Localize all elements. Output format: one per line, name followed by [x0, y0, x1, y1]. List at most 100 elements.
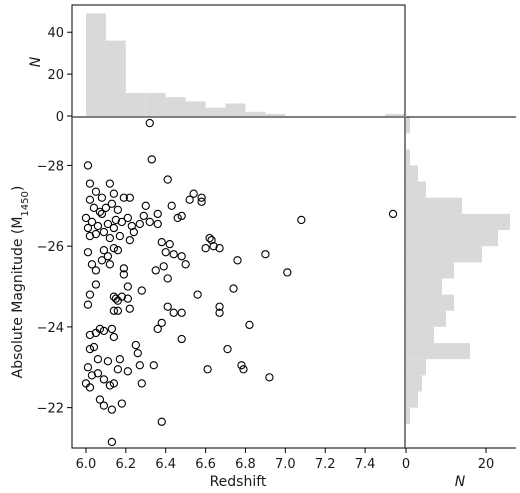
data-point	[169, 308, 178, 317]
data-point	[133, 348, 142, 358]
data-point	[117, 399, 127, 408]
right-histogram-bar	[406, 117, 410, 134]
data-point	[109, 306, 119, 315]
data-point	[283, 268, 292, 277]
right-histogram-bar	[406, 343, 470, 360]
data-point	[153, 324, 162, 334]
x-tick-label: 7.0	[275, 457, 296, 472]
data-point	[85, 344, 95, 354]
data-point	[129, 227, 138, 237]
data-point	[388, 209, 398, 219]
top-histogram-bar	[245, 111, 266, 116]
data-point	[161, 248, 170, 257]
data-point	[83, 161, 93, 170]
right-histogram-bar	[406, 375, 422, 392]
data-point	[215, 308, 224, 317]
data-point	[109, 223, 119, 233]
data-point	[215, 244, 224, 253]
data-point	[193, 290, 202, 299]
data-point	[207, 235, 216, 245]
data-point	[89, 203, 99, 212]
right-histogram-bar	[406, 246, 482, 263]
data-point	[85, 231, 95, 241]
data-point	[159, 262, 168, 271]
data-point	[151, 266, 160, 275]
data-point	[185, 195, 194, 204]
right-histogram-bar	[406, 310, 446, 327]
top-histogram-y-tick-label: 0	[56, 110, 64, 125]
data-point	[189, 189, 198, 198]
data-point	[141, 201, 150, 210]
top-histogram-frame	[71, 4, 406, 116]
data-point	[89, 342, 99, 352]
right-histogram-bar	[406, 391, 418, 408]
data-point	[81, 213, 91, 223]
data-point	[117, 292, 127, 301]
top-histogram-bar	[165, 97, 186, 116]
data-point	[99, 246, 109, 255]
data-point	[85, 383, 95, 392]
data-point	[111, 215, 121, 225]
data-point	[119, 193, 128, 202]
x-tick-label: 6.8	[235, 457, 256, 472]
data-point	[113, 306, 123, 315]
top-histogram-bar	[265, 113, 286, 116]
right-histogram-bar	[406, 278, 442, 295]
data-point	[93, 369, 103, 378]
right-histogram-bar	[406, 149, 410, 166]
data-point	[113, 246, 123, 255]
data-point	[113, 365, 123, 374]
data-point	[167, 201, 176, 210]
data-point	[145, 118, 154, 128]
data-point	[125, 235, 134, 245]
data-point	[177, 211, 186, 221]
data-point	[113, 296, 123, 305]
right-histogram-bar	[406, 262, 454, 279]
top-histogram-bar	[85, 13, 106, 117]
data-point	[153, 209, 162, 219]
data-point	[99, 401, 109, 410]
data-point	[125, 304, 134, 313]
data-point	[95, 395, 105, 404]
right-histogram-bar	[406, 230, 498, 247]
y-axis-label-subscript: 1450	[20, 191, 31, 216]
y-tick-label: −26	[37, 240, 64, 255]
data-point	[153, 219, 162, 229]
data-point	[201, 244, 210, 253]
data-point	[157, 417, 166, 426]
data-point	[137, 286, 146, 295]
data-point	[135, 361, 144, 370]
data-point	[83, 248, 93, 257]
data-point	[87, 217, 97, 227]
data-point	[105, 260, 115, 269]
data-point	[99, 326, 109, 336]
data-point	[83, 300, 93, 309]
data-point	[123, 282, 132, 291]
y-axis-label-close: )	[10, 186, 26, 191]
data-point	[209, 242, 218, 251]
data-point	[103, 252, 113, 261]
data-point	[239, 365, 248, 374]
data-point	[157, 237, 166, 247]
data-point	[203, 365, 212, 374]
top-histogram-y-tick-label: 40	[47, 26, 64, 41]
x-tick-label: 6.6	[195, 457, 216, 472]
data-point	[163, 274, 172, 283]
data-point	[237, 361, 246, 370]
data-point	[107, 437, 117, 447]
data-point	[87, 260, 97, 269]
right-histogram-bar	[406, 213, 510, 231]
x-tick-label: 6.2	[115, 457, 136, 472]
data-point	[147, 155, 156, 164]
data-point	[109, 292, 119, 301]
right-histogram-bar	[406, 407, 410, 424]
data-point	[115, 231, 125, 241]
top-histogram-bar	[185, 101, 206, 116]
right-histogram-bar	[406, 197, 462, 214]
data-point	[95, 207, 105, 217]
data-point	[177, 334, 186, 344]
y-tick-label: −22	[37, 402, 64, 417]
x-tick-label: 6.4	[155, 457, 176, 472]
data-point	[93, 355, 103, 364]
